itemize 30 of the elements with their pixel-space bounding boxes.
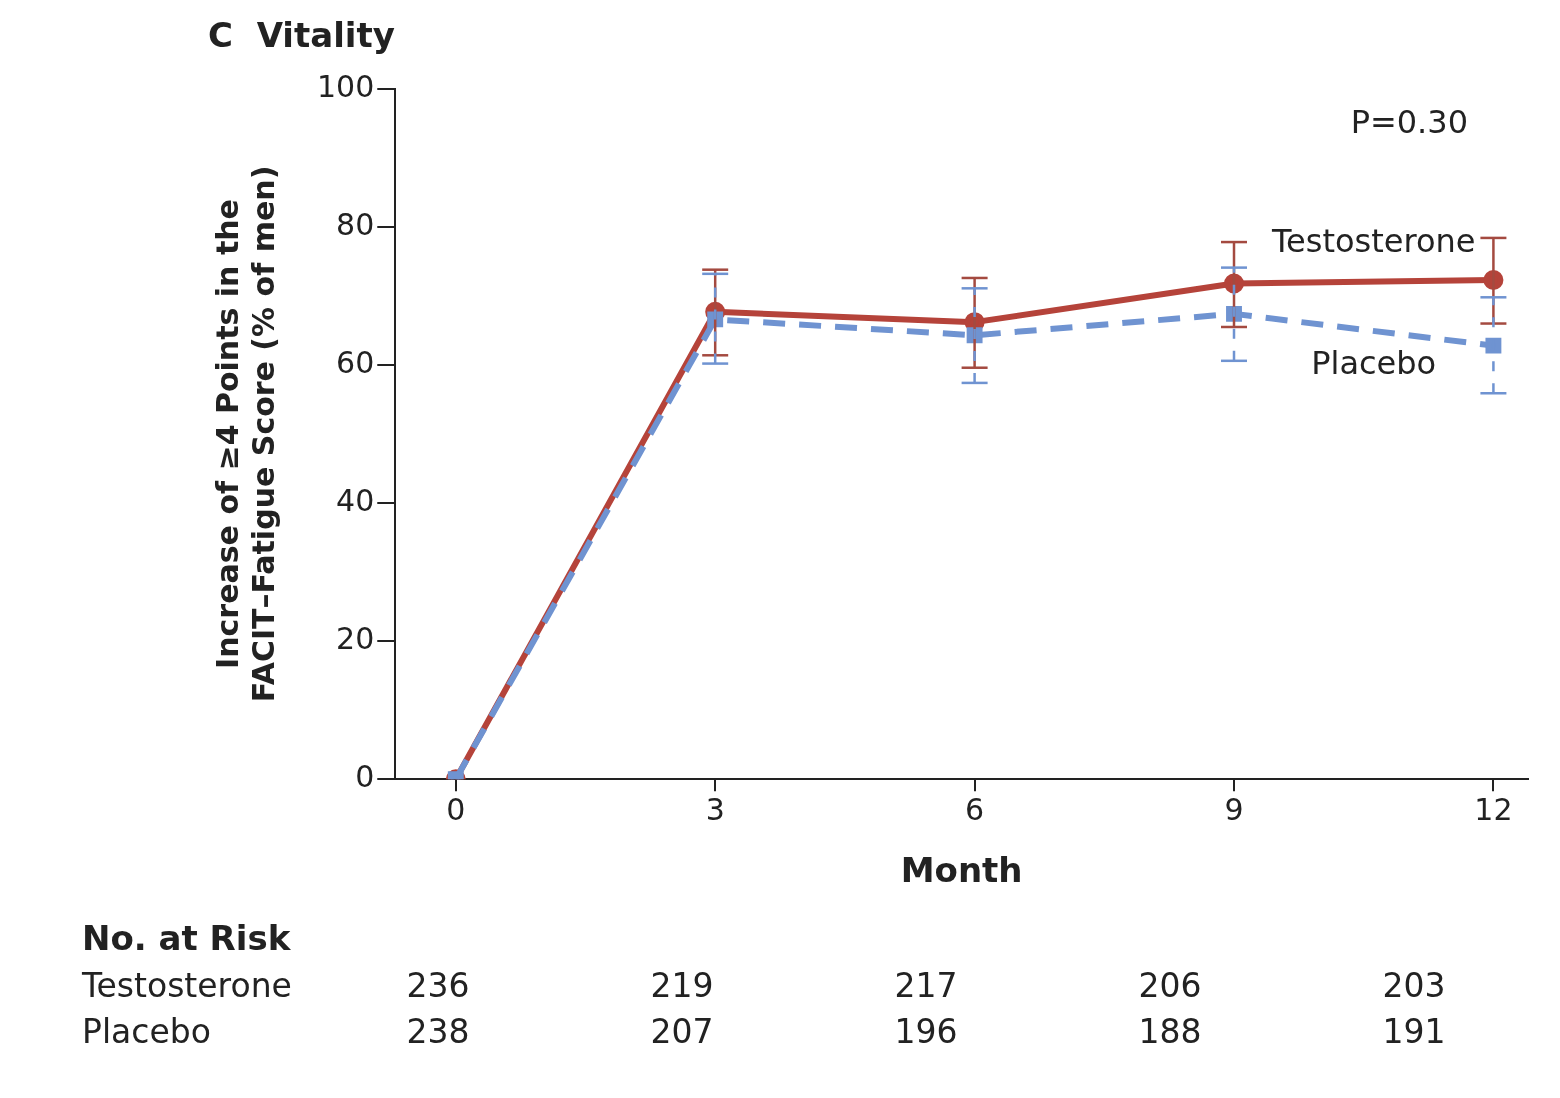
series-label: Placebo — [1311, 344, 1437, 383]
text: Placebo — [82, 1012, 212, 1051]
text: 236 — [405, 966, 471, 1005]
y-tick-label: 20 — [336, 620, 375, 656]
text: Testosterone — [82, 966, 293, 1005]
series-label: Testosterone — [1270, 222, 1476, 261]
x-tick-label: 3 — [705, 792, 725, 827]
x-tick-label: 6 — [965, 792, 985, 827]
text: 217 — [893, 966, 959, 1005]
text: 206 — [1137, 966, 1203, 1005]
text: 196 — [893, 1012, 959, 1051]
y-tick-label: 80 — [336, 206, 375, 242]
text: 238 — [405, 1012, 471, 1051]
y-tick-label: 40 — [336, 482, 375, 518]
y-tick-label: 0 — [355, 759, 375, 794]
text: No. at Risk — [82, 918, 291, 958]
annotation: P=0.30 — [1350, 103, 1468, 142]
x-axis-title: Month — [900, 850, 1023, 891]
text: 188 — [1137, 1012, 1203, 1051]
text: 191 — [1381, 1012, 1447, 1051]
x-tick-label: 12 — [1474, 792, 1513, 827]
text: 203 — [1381, 966, 1447, 1005]
y-tick-label: 60 — [336, 344, 375, 380]
x-tick-label: 0 — [446, 792, 466, 827]
text: 207 — [649, 1012, 715, 1051]
y-tick-label: 100 — [317, 68, 375, 104]
chart-title: C Vitality — [208, 15, 395, 56]
x-tick-label: 9 — [1224, 792, 1244, 827]
y-axis-title: Increase of ≥4 Points in the FACIT–Fatigue Score (% of men) — [209, 165, 281, 703]
text: 219 — [649, 966, 715, 1005]
